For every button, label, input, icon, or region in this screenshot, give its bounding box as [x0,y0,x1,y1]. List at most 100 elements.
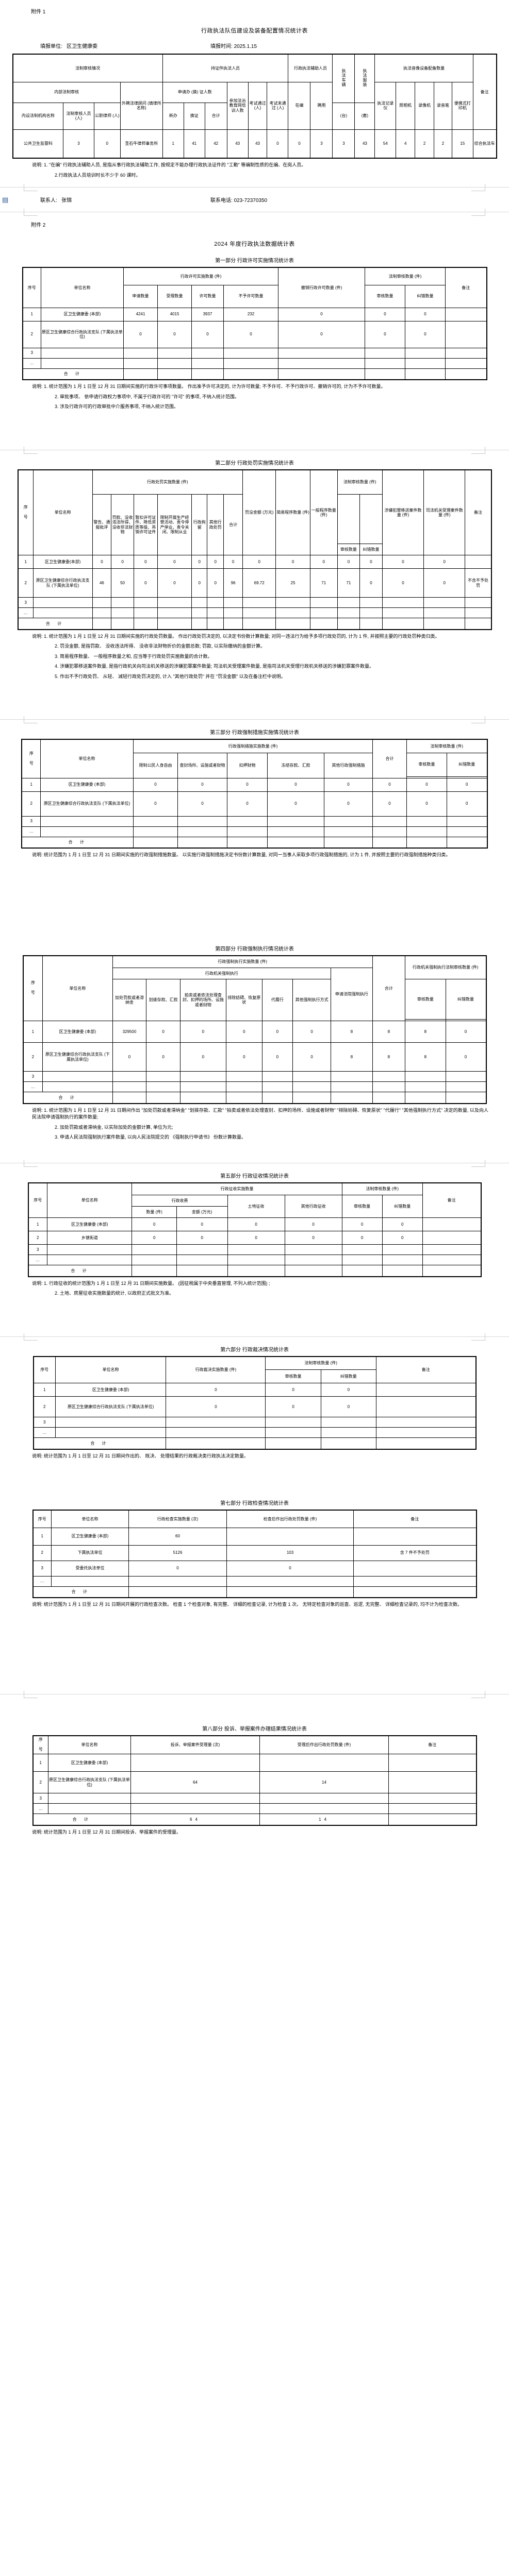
part2-title: 第二部分 行政处罚实施情况统计表 [215,460,294,466]
cell-cert-total: 42 [204,129,227,159]
cell-unit: 原区卫生健康综合行政执法支队 (下属执法单位) [48,1771,131,1793]
th-unit-name: 单位名称 [55,1356,167,1383]
th-review-group: 法制审核数量 (件) [341,1182,423,1195]
table-row: 2 原区卫生健康综合行政执法支队 (下属执法单位) 0 0 0 0 0 0 0 [22,320,487,348]
cell-c3: 0 [133,555,158,569]
th-unit-name: 单位名称 [32,469,93,555]
cell-c6: 0 [207,568,224,598]
cell-remark [375,1396,477,1417]
th-correct-count: 纠错数量 [320,1369,376,1383]
cell-remark [422,1231,482,1245]
cell-c1: 0 [112,1042,147,1072]
cell-found: 103 [226,1545,354,1561]
cell-review: 8 [405,1042,446,1072]
cell-penalty: 14 [259,1771,389,1793]
cell-audio: 2 [434,129,452,159]
cell-unit: 乡镇街道 [46,1231,133,1245]
cell-seq: 2 [33,1396,56,1417]
th-review-group: 行政机关强制执行法制审核数量 (件) [405,955,486,979]
cell-unit [32,597,93,608]
table-total-row: 合 计 [32,1437,477,1449]
th-accepted-count: 投诉、举报案件受理量 (次) [130,1735,260,1754]
cell-revoke: 0 [278,307,365,321]
cell-remark [388,1771,477,1793]
cell-review: 0 [365,320,405,348]
cell-c4: 0 [157,555,192,569]
cell-general: 71 [309,568,338,598]
th-apply-cert: 申请办 (换) 证人数 [162,81,227,103]
th-admin-fee-group: 行政收费 [132,1195,228,1207]
part6-note-1: 说明: 统计范围为 1 月 1 日至 12 月 31 日期间作出的、 既决、 处… [32,1453,249,1459]
cell-remark: 不含不予处罚 [465,568,491,598]
th-restrict-freedom: 限制公民人身自由 [133,752,178,778]
th-vehicle-group: 执法车辆 [332,54,355,103]
th-freeze-deposit: 冻结存款、汇款 [267,752,324,778]
th-unit-name: 单位名称 [42,955,113,1021]
table-row: 1 区卫生健康委 (本部) [32,1754,477,1772]
cell-correct: 0 [382,1231,423,1245]
table-row: … [32,1803,477,1814]
cell-exam-fail: 0 [267,129,289,159]
cell-review: 0 [406,777,448,792]
cell-c1: 46 [92,568,112,598]
cell-simple: 25 [275,568,310,598]
th-other-collection: 其他行政征收 [284,1195,342,1218]
cell-fee-count: 0 [132,1231,177,1245]
part1-note-2: 2. 审批事项、 依申请行政权力事项中, 不属于行政许可的 "许可" 的事项, … [55,394,239,399]
cell-seq: 3 [22,347,41,359]
th-unit-name: 单位名称 [48,1735,131,1754]
th-seq: 序 号 [32,1735,48,1754]
th-refuse-count: 不予许可数量 [223,284,278,308]
cell-impl: 0 [166,1383,266,1397]
cell-c2: 50 [111,568,134,598]
part4-title: 第四部分 行政强制执行情况统计表 [215,946,294,952]
th-fine-confiscate: 罚款、没收违法所得、没收非法财物 [111,494,134,555]
cell-unit: 原区卫生健康综合行政执法支队 (下属执法单位) [40,791,134,817]
table-administrative-collection: 序号 单位名称 行政征收实施数量 法制审核数量 (件) 备注 行政收费 土地征收… [27,1182,482,1277]
table-row: 2 原区卫生健康综合行政执法支队 (下属执法单位) 0 0 0 0 0 0 0 … [21,791,488,817]
th-correct-count: 纠错数量 [445,979,487,1020]
cell-land: 0 [227,1231,285,1245]
part5-note-2: 2. 土地、房屋征收实施数量的统计, 以政府正式批文为准。 [55,1291,174,1296]
part4-note-2: 2. 加处罚款或者滞纳金, 以实际加处的金额计算, 单位为元; [55,1124,173,1130]
cell-revoke: 0 [278,320,365,348]
table-row: 公共卫生监督科 3 0 圣石牛律师事务所 1 41 42 43 43 0 0 3… [12,129,497,159]
cell-found [226,1527,354,1546]
cell-c7: 8 [331,1042,373,1072]
cell-fee-amount: 0 [176,1231,228,1245]
cell-unit: 区卫生健康委 (本部) [46,1217,133,1231]
th-other-enforcement: 其他强制执行方式 [292,979,332,1021]
part2-note-3: 3. 简易程序数量、 一般程序数量之和, 应当等于行政处罚实施数量的合计数。 [55,653,212,659]
table-row: … [18,607,491,618]
cell-permit: 3937 [191,307,224,321]
th-review-group: 法制审核数量 (件) [406,739,488,753]
cell-seq: 1 [21,777,41,792]
th-fee-count: 数量 (件) [132,1206,177,1218]
cell-seq: … [22,1081,43,1092]
th-correct-count-spacer [359,494,383,544]
cell-total-label: 合 计 [32,1814,131,1825]
cell-new-cert: 1 [162,129,184,159]
document-page: 附件 1 行政执法队伍建设及装备配置情况统计表 填报单位: 区卫生健康委 填报时… [0,7,509,1849]
cell-review-staff: 3 [63,129,94,159]
part6-title: 第六部分 行政裁决情况统计表 [220,1347,289,1353]
th-substitute-performance: 代履行 [261,979,293,1021]
th-review-group: 法制审核数量 (件) [365,267,446,285]
cell-c3: 0 [133,568,158,598]
part5-title: 第五部分 行政征收情况统计表 [220,1173,289,1179]
cell-c5: 0 [323,791,373,817]
th-review-count: 审核数量 [365,284,405,308]
part7-title: 第七部分 行政检查情况统计表 [220,1501,289,1506]
part3-title: 第三部分 行政强制措施实施情况统计表 [210,730,299,736]
th-vehicle-unit: (台) [332,102,355,130]
cell-remark [388,1754,477,1772]
cell-correct: 0 [405,307,446,321]
th-exam-pass: 考试通过 (人) [248,81,268,130]
cell-unit: 受委托执法单位 [51,1560,129,1577]
th-review-group: 法制审核数量 (件) [337,469,383,495]
cell-unit: 原区卫生健康综合行政执法支队 (下属执法单位) [32,568,93,598]
table-administrative-adjudication: 序号 单位名称 行政裁决实施数量 (件) 法制审核数量 (件) 备注 审核数量 … [32,1355,477,1450]
th-staffed: 在编 [288,81,311,130]
table-row: 3 [21,816,488,827]
cell-remark [375,1383,477,1397]
